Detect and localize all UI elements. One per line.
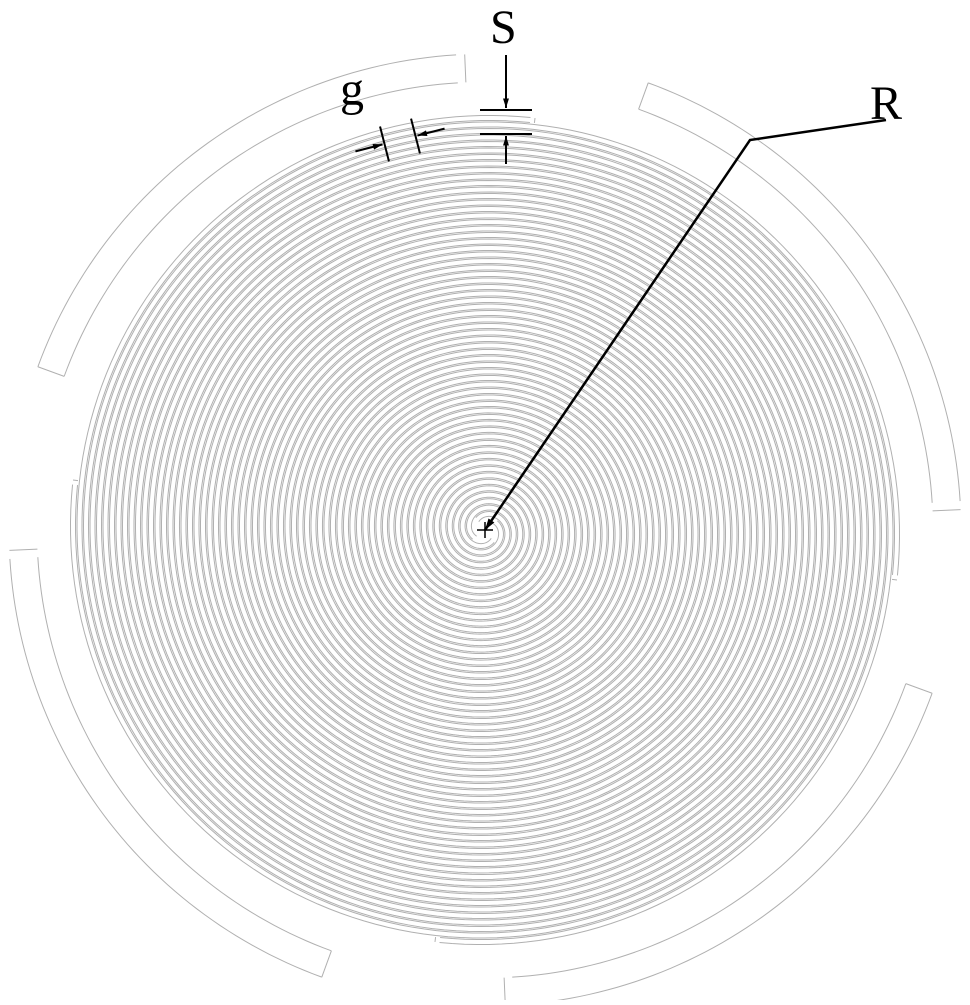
spiral-diagram xyxy=(0,0,970,1000)
label-r: R xyxy=(870,76,902,131)
diagram-svg xyxy=(0,0,970,1000)
label-g: g xyxy=(340,62,364,117)
label-s: S xyxy=(490,0,517,55)
